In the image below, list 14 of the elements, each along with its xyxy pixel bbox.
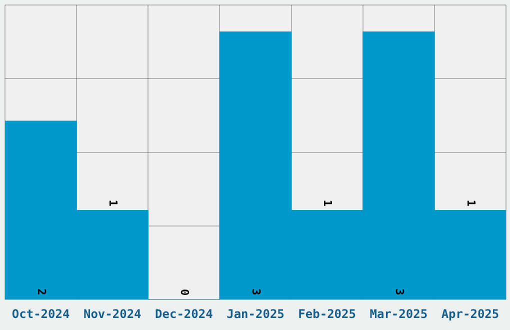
x-tick-label: Oct-2024	[12, 306, 70, 321]
x-tick-label: Jan-2025	[226, 306, 284, 321]
x-tick-label: Mar-2025	[370, 306, 428, 321]
data-label: 0	[178, 288, 192, 296]
data-label: 2	[34, 288, 48, 296]
data-label: 1	[106, 200, 120, 207]
data-label: 1	[464, 200, 478, 207]
x-tick-label: Nov-2024	[83, 306, 142, 321]
x-tick-label: Apr-2025	[441, 306, 500, 321]
data-label: 3	[392, 288, 406, 296]
x-tick-label: Feb-2025	[298, 306, 356, 321]
data-label: 3	[250, 288, 263, 296]
x-tick-label: Dec-2024	[155, 306, 213, 321]
data-label: 1	[321, 200, 334, 207]
